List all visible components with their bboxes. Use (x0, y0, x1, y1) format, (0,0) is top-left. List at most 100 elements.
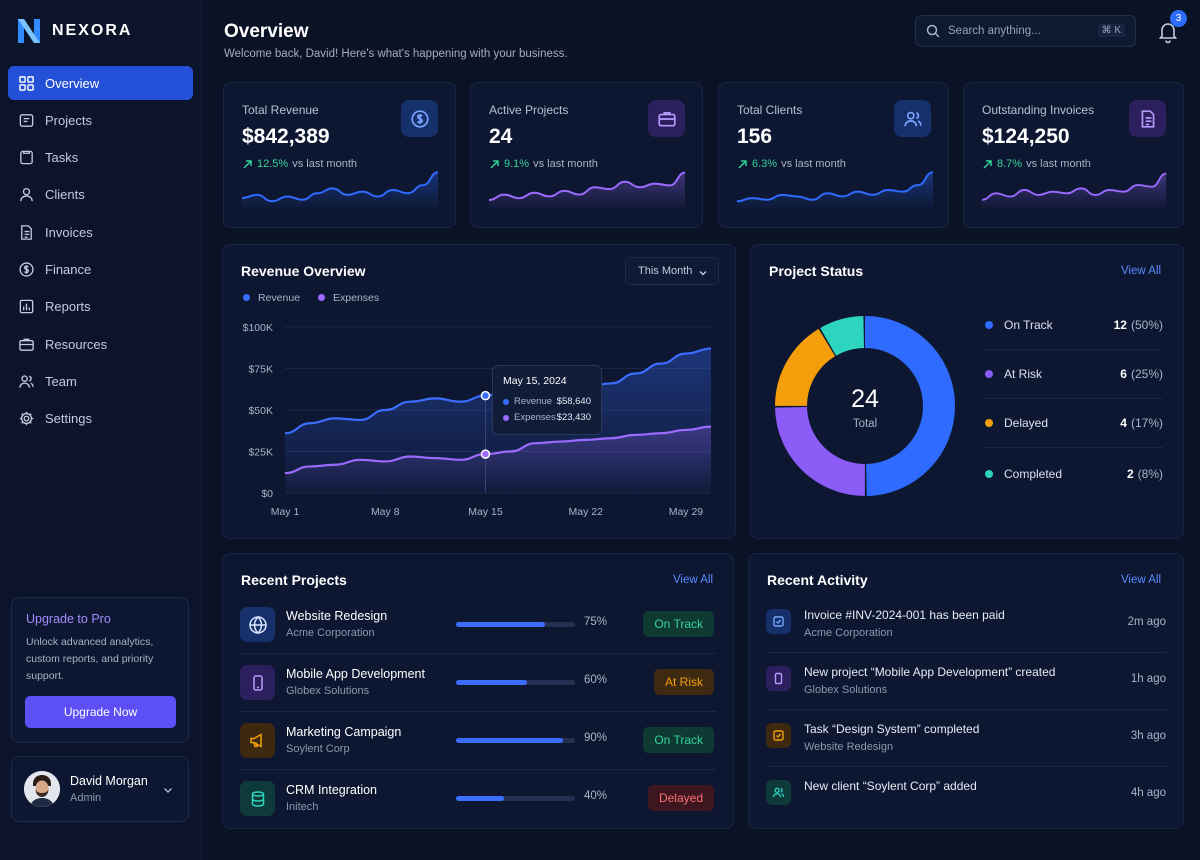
nav-item-clients[interactable]: Clients (8, 178, 193, 212)
activity-row[interactable]: New project “Mobile App Development” cre… (766, 653, 1166, 710)
range-dropdown-label: This Month (638, 265, 693, 277)
revenue-overview-panel: Revenue Overview This Month Revenue Expe… (222, 244, 736, 539)
tooltip-label: Revenue (514, 396, 553, 407)
chart-legend: Revenue Expenses (243, 292, 379, 304)
status-row-delayed[interactable]: Delayed 4 (17%) (985, 399, 1163, 448)
stat-value: $124,250 (982, 125, 1070, 148)
stat-delta-pct: 6.3% (752, 158, 778, 170)
x-tick-label: May 1 (271, 506, 300, 518)
stat-label: Active Projects (489, 103, 569, 117)
chevron-down-icon[interactable] (162, 784, 174, 796)
activity-text: New client “Soylent Corp” added (804, 779, 977, 793)
stat-label: Outstanding Invoices (982, 103, 1095, 117)
y-tick-label: $50K (248, 405, 273, 417)
range-dropdown[interactable]: This Month (625, 257, 719, 285)
stat-delta-pct: 9.1% (504, 158, 530, 170)
nav-label: Projects (45, 112, 92, 128)
search-icon (926, 24, 940, 38)
recent-projects-panel: Recent Projects View All Website Redesig… (222, 553, 734, 829)
nav-label: Settings (45, 411, 92, 427)
legend-label: Expenses (333, 292, 380, 304)
status-count: 6 (1120, 367, 1127, 381)
status-count: 4 (1120, 416, 1127, 430)
activity-sub: Website Redesign (804, 741, 894, 753)
progress-label: 75% (584, 616, 608, 628)
status-row-on-track[interactable]: On Track 12 (50%) (985, 301, 1163, 350)
arrow-up-right-icon (738, 159, 747, 169)
project-row[interactable]: Marketing Campaign Soylent Corp 90% On T… (240, 712, 716, 770)
project-row[interactable]: Website Redesign Acme Corporation 75% On… (240, 596, 716, 654)
view-all-link[interactable]: View All (672, 574, 713, 586)
stat-card-active-projects[interactable]: Active Projects 24 9.1% vs last month (470, 82, 703, 228)
stat-delta: 6.3% vs last month (737, 158, 846, 170)
view-all-link[interactable]: View All (1120, 265, 1161, 277)
legend-item-expenses[interactable]: Expenses (318, 292, 379, 304)
users-icon (772, 787, 785, 798)
page-subtitle: Welcome back, David! Here's what's happe… (224, 48, 568, 60)
invoice-icon (773, 616, 784, 627)
project-row[interactable]: Mobile App Development Globex Solutions … (240, 654, 716, 712)
status-badge: On Track (643, 611, 714, 637)
stat-delta: 8.7% vs last month (982, 158, 1091, 170)
tooltip-value: $58,640 (556, 396, 591, 407)
project-row[interactable]: CRM Integration Initech 40% Delayed (240, 770, 716, 828)
project-name: Website Redesign (286, 609, 388, 623)
upgrade-card: Upgrade to Pro Unlock advanced analytics… (11, 597, 189, 743)
brand[interactable]: NEXORA (16, 16, 132, 46)
nav-item-settings[interactable]: Settings (8, 402, 193, 436)
tooltip-value: $23,430 (556, 412, 591, 423)
status-pct: (8%) (1137, 466, 1163, 481)
user-profile[interactable]: David Morgan Admin (11, 756, 189, 822)
search-input[interactable] (948, 25, 1088, 37)
nav-item-team[interactable]: Team (8, 364, 193, 398)
view-all-link[interactable]: View All (1120, 574, 1161, 586)
activity-time: 2m ago (1127, 616, 1166, 628)
progress-fill (456, 680, 528, 685)
status-pct: (50%) (1130, 318, 1163, 332)
activity-row[interactable]: New client “Soylent Corp” added 4h ago (766, 767, 1166, 824)
nav-item-projects[interactable]: Projects (8, 103, 193, 137)
nav-label: Clients (45, 187, 85, 203)
nav-item-resources[interactable]: Resources (8, 327, 193, 361)
x-tick-label: May 15 (468, 506, 503, 518)
nav-item-finance[interactable]: Finance (8, 252, 193, 286)
activity-row[interactable]: Task “Design System” completed Website R… (766, 710, 1166, 767)
legend-label: Revenue (258, 292, 301, 304)
status-label: Completed (1004, 466, 1063, 481)
y-tick-label: $100K (243, 322, 273, 334)
activity-icon (766, 609, 791, 634)
phone-icon (252, 674, 263, 691)
progress-bar (456, 738, 575, 743)
x-tick-label: May 22 (568, 506, 603, 518)
activity-row[interactable]: Invoice #INV-2024-001 has been paid Acme… (766, 596, 1166, 653)
revenue-chart[interactable]: $0 $25K $50K $75K $100K May 1 May 8 May 15 May 2… (223, 305, 735, 537)
sparkline (981, 172, 1167, 210)
nav-item-reports[interactable]: Reports (8, 290, 193, 324)
status-row-at-risk[interactable]: At Risk 6 (25%) (985, 350, 1163, 399)
stat-card-total-clients[interactable]: Total Clients 156 6.3% vs last month (718, 82, 949, 228)
sparkline (488, 171, 686, 211)
status-row-completed[interactable]: Completed 2 (8%) (985, 449, 1163, 498)
bell-icon[interactable] (1156, 20, 1180, 44)
legend-item-revenue[interactable]: Revenue (243, 292, 300, 304)
stat-card-total-revenue[interactable]: Total Revenue $842,389 12.5% vs last mon… (223, 82, 456, 228)
search-box[interactable]: ⌘ K (915, 15, 1136, 47)
series-line-expenses (284, 425, 712, 475)
stat-label: Total Revenue (242, 103, 319, 117)
nav-item-overview[interactable]: Overview (8, 66, 193, 100)
nav-item-tasks[interactable]: Tasks (8, 141, 193, 175)
panel-title: Revenue Overview (241, 263, 366, 279)
stat-icon (1129, 100, 1166, 137)
nav-item-invoices[interactable]: Invoices (8, 215, 193, 249)
activity-time: 4h ago (1130, 787, 1166, 799)
upgrade-now-button[interactable]: Upgrade Now (25, 696, 176, 728)
stat-card-outstanding-invoices[interactable]: Outstanding Invoices $124,250 8.7% vs la… (963, 82, 1184, 228)
user-icon (20, 188, 33, 202)
project-status-donut[interactable] (773, 311, 957, 501)
project-icon (240, 665, 275, 700)
progress-label: 90% (584, 732, 608, 744)
users-icon (19, 375, 34, 388)
sparkline (736, 171, 934, 211)
progress-fill (456, 622, 546, 627)
upgrade-text: Unlock advanced analytics, custom report… (26, 636, 154, 682)
